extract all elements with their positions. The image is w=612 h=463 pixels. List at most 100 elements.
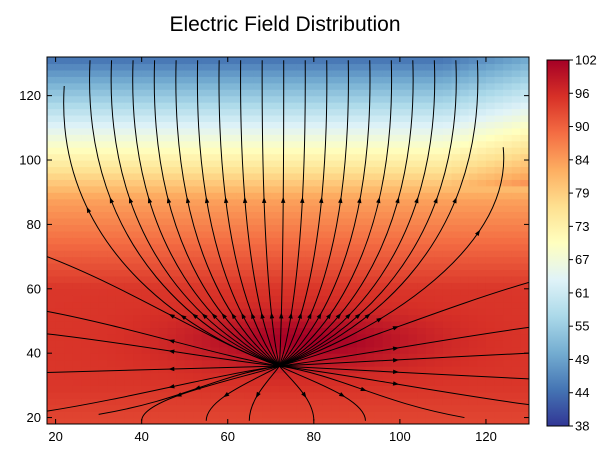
- heatmap-cell: [98, 288, 108, 296]
- heatmap-cell: [176, 198, 186, 206]
- heatmap-cell: [167, 121, 177, 129]
- heatmap-cell: [460, 179, 470, 187]
- heatmap-cell: [313, 417, 324, 424]
- heatmap-cell: [520, 82, 529, 90]
- heatmap-cell: [365, 127, 375, 135]
- heatmap-cell: [477, 192, 487, 200]
- heatmap-cell: [167, 140, 177, 148]
- heatmap-cell: [262, 340, 272, 348]
- heatmap-cell: [262, 102, 272, 110]
- heatmap-cell: [158, 301, 169, 309]
- heatmap-cell: [339, 333, 349, 341]
- heatmap-cell: [288, 314, 298, 322]
- heatmap-cell: [399, 89, 410, 97]
- heatmap-cell: [451, 166, 461, 174]
- heatmap-cell: [520, 250, 529, 258]
- heatmap-cell: [167, 269, 177, 277]
- heatmap-cell: [468, 224, 478, 232]
- heatmap-cell: [339, 417, 349, 424]
- heatmap-cell: [477, 411, 487, 419]
- heatmap-cell: [227, 308, 237, 316]
- heatmap-cell: [485, 198, 496, 206]
- heatmap-cell: [391, 121, 401, 129]
- heatmap-cell: [391, 269, 401, 277]
- heatmap-cell: [331, 391, 341, 399]
- heatmap-cell: [115, 57, 126, 65]
- heatmap-cell: [477, 211, 487, 219]
- heatmap-cell: [98, 308, 108, 316]
- heatmap-cell: [81, 69, 91, 77]
- heatmap-cell: [339, 127, 349, 135]
- heatmap-cell: [201, 378, 212, 386]
- heatmap-cell: [167, 359, 177, 367]
- heatmap-cell: [279, 327, 289, 335]
- heatmap-cell: [98, 346, 108, 354]
- heatmap-cell: [296, 185, 306, 193]
- heatmap-cell: [176, 114, 186, 122]
- heatmap-cell: [244, 295, 255, 303]
- heatmap-cell: [236, 340, 246, 348]
- heatmap-cell: [115, 385, 126, 393]
- heatmap-cell: [356, 82, 367, 90]
- heatmap-cell: [365, 166, 375, 174]
- heatmap-cell: [365, 108, 375, 116]
- heatmap-cell: [503, 263, 513, 271]
- heatmap-cell: [339, 140, 349, 148]
- heatmap-cell: [236, 160, 246, 168]
- heatmap-cell: [150, 404, 160, 412]
- heatmap-cell: [64, 57, 74, 65]
- heatmap-cell: [176, 359, 186, 367]
- heatmap-cell: [520, 160, 529, 168]
- heatmap-cell: [460, 160, 470, 168]
- heatmap-cell: [236, 385, 246, 393]
- heatmap-cell: [356, 57, 367, 65]
- heatmap-cell: [296, 76, 306, 84]
- heatmap-cell: [158, 372, 169, 380]
- heatmap-cell: [348, 372, 358, 380]
- heatmap-cell: [90, 301, 100, 309]
- heatmap-cell: [72, 89, 83, 97]
- heatmap-cell: [227, 385, 237, 393]
- heatmap-cell: [365, 237, 375, 245]
- heatmap-cell: [244, 140, 255, 148]
- heatmap-cell: [503, 95, 513, 103]
- heatmap-cell: [107, 76, 117, 84]
- heatmap-cell: [72, 108, 83, 116]
- heatmap-cell: [460, 127, 470, 135]
- heatmap-cell: [520, 89, 529, 97]
- heatmap-cell: [520, 95, 529, 103]
- heatmap-cell: [365, 346, 375, 354]
- heatmap-cell: [425, 353, 435, 361]
- heatmap-cell: [72, 243, 83, 251]
- heatmap-cell: [201, 121, 212, 129]
- heatmap-cell: [107, 192, 117, 200]
- heatmap-cell: [133, 102, 143, 110]
- heatmap-cell: [288, 282, 298, 290]
- heatmap-cell: [339, 340, 349, 348]
- heatmap-cell: [305, 108, 315, 116]
- heatmap-cell: [141, 217, 151, 225]
- streamline: [196, 60, 280, 367]
- heatmap-cell: [124, 301, 134, 309]
- streamline-arrow: [307, 312, 312, 320]
- heatmap-cell: [356, 160, 367, 168]
- heatmap-cell: [72, 275, 83, 283]
- heatmap-cell: [339, 224, 349, 232]
- heatmap-cell: [391, 359, 401, 367]
- heatmap-cell: [279, 263, 289, 271]
- heatmap-cell: [485, 372, 496, 380]
- heatmap-cell: [47, 69, 57, 77]
- heatmap-cell: [55, 256, 65, 264]
- heatmap-cell: [296, 275, 306, 283]
- heatmap-cell: [288, 256, 298, 264]
- heatmap-cell: [47, 404, 57, 412]
- heatmap-cell: [477, 230, 487, 238]
- heatmap-cell: [124, 320, 134, 329]
- heatmap-cell: [468, 359, 478, 367]
- heatmap-cell: [262, 275, 272, 283]
- heatmap-cell: [442, 63, 453, 71]
- heatmap-cell: [391, 404, 401, 412]
- heatmap-cell: [382, 140, 392, 148]
- heatmap-cell: [348, 57, 358, 65]
- heatmap-cell: [64, 217, 74, 225]
